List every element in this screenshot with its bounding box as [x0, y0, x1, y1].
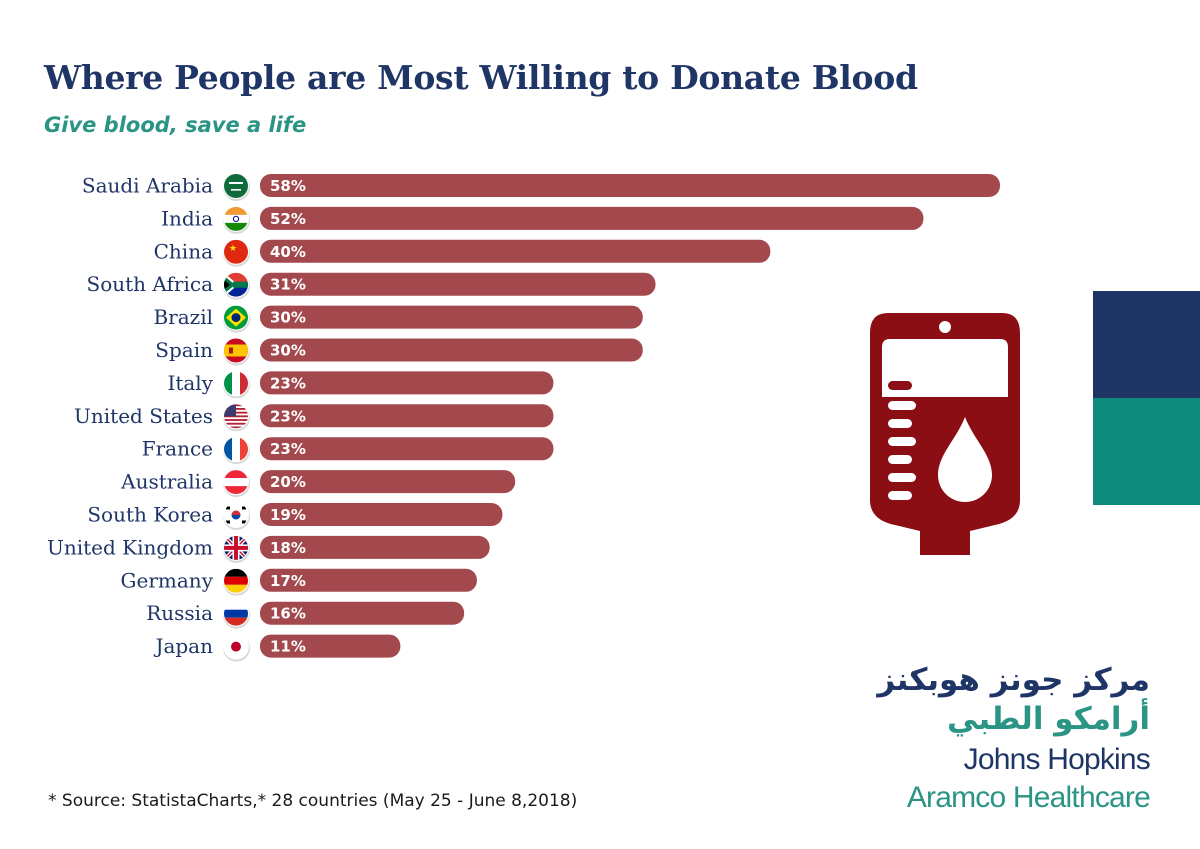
- bar-value-label: 23%: [270, 374, 306, 392]
- category-label: Australia: [120, 470, 213, 494]
- category-label: Germany: [121, 568, 214, 592]
- japan-flag-icon: [223, 633, 250, 662]
- category-label: Saudi Arabia: [82, 174, 213, 198]
- india-flag-icon: [223, 205, 250, 234]
- bar: [260, 338, 643, 362]
- bar-value-label: 20%: [270, 473, 306, 491]
- brazil-flag-icon: [223, 304, 250, 333]
- bar: [260, 305, 643, 329]
- bar-value-label: 23%: [270, 440, 306, 458]
- bar: [260, 404, 554, 428]
- saudi-arabia-flag-icon: [223, 173, 250, 201]
- bar: [260, 437, 554, 461]
- bar-value-label: 23%: [270, 407, 306, 425]
- source-note: * Source: StatistaCharts,* 28 countries …: [48, 791, 578, 811]
- category-label: Spain: [155, 338, 213, 362]
- bar-value-label: 16%: [270, 605, 306, 623]
- bar: [260, 470, 516, 494]
- bar-value-label: 30%: [270, 309, 306, 327]
- logo-english-line2: Aramco Healthcare: [906, 781, 1151, 814]
- logo-arabic-line2: أرامكو الطبي: [946, 701, 1150, 737]
- china-flag-icon: ★: [223, 238, 250, 267]
- logo-english-line1: Johns Hopkins: [963, 743, 1151, 776]
- bar: [260, 272, 656, 296]
- category-label: Italy: [167, 371, 213, 395]
- category-label: France: [142, 437, 213, 461]
- category-label: South Korea: [87, 503, 213, 527]
- chart-title: Where People are Most Willing to Donate …: [44, 58, 918, 97]
- bar: [260, 568, 477, 592]
- category-label: China: [154, 239, 213, 263]
- bar-value-label: 52%: [270, 210, 306, 228]
- chart-subtitle: Give blood, save a life: [44, 113, 307, 137]
- bar-value-label: 40%: [270, 243, 306, 261]
- bar-value-label: 58%: [270, 177, 306, 195]
- category-label: Japan: [153, 634, 213, 658]
- teal-accent-block: [1093, 398, 1200, 505]
- russia-flag-icon: [223, 600, 250, 629]
- bar: [260, 239, 771, 263]
- italy-flag-icon: [223, 370, 250, 399]
- logo-arabic-line1: مركز جونز هوبكنز: [877, 662, 1150, 698]
- bar: [260, 535, 490, 559]
- south-africa-flag-icon: [223, 271, 250, 300]
- navy-accent-block: [1093, 291, 1200, 398]
- category-label: United Kingdom: [47, 535, 213, 559]
- austria-flag-icon: [223, 469, 250, 498]
- south-korea-flag-icon: [223, 502, 250, 530]
- svg-text:★: ★: [229, 244, 237, 254]
- bar: [260, 206, 924, 230]
- bar-chart: 58% Saudi Arabia 52% India 40% China ★ 31% South…: [47, 173, 1000, 662]
- bar-value-label: 18%: [270, 539, 306, 557]
- category-label: Russia: [146, 601, 213, 625]
- bar: [260, 174, 1000, 197]
- bar: [260, 601, 465, 625]
- bar-value-label: 30%: [270, 342, 306, 360]
- germany-flag-icon: [223, 567, 250, 596]
- france-flag-icon: [223, 436, 250, 465]
- bar-value-label: 17%: [270, 572, 306, 590]
- spain-flag-icon: [223, 337, 250, 366]
- category-label: Brazil: [153, 305, 213, 329]
- united-states-flag-icon: [223, 403, 250, 432]
- category-label: United States: [74, 404, 213, 428]
- bar: [260, 503, 503, 526]
- bar: [260, 371, 554, 395]
- bar-value-label: 11%: [270, 638, 306, 656]
- blood-bag-icon: [870, 313, 1020, 555]
- bar-value-label: 31%: [270, 276, 306, 294]
- united-kingdom-flag-icon: [223, 534, 250, 563]
- bar-value-label: 19%: [270, 506, 306, 524]
- category-label: South Africa: [87, 272, 214, 296]
- category-label: India: [161, 206, 213, 230]
- bar: [260, 634, 401, 658]
